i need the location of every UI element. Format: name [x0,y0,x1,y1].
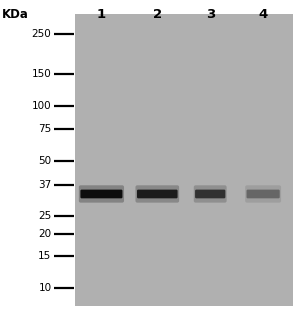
Text: 15: 15 [38,252,51,261]
FancyBboxPatch shape [136,185,179,203]
FancyBboxPatch shape [137,190,178,198]
Text: 100: 100 [32,101,51,111]
FancyBboxPatch shape [79,185,124,203]
Text: 1: 1 [97,8,106,21]
Text: 75: 75 [38,124,51,134]
Text: KDa: KDa [1,8,28,21]
Text: 4: 4 [258,8,268,21]
Bar [75,14,293,306]
Text: 3: 3 [206,8,215,21]
FancyBboxPatch shape [194,185,227,203]
Text: 50: 50 [38,156,51,166]
FancyBboxPatch shape [245,185,281,203]
Text: 150: 150 [32,69,51,79]
FancyBboxPatch shape [80,190,122,198]
Text: 10: 10 [38,284,51,294]
FancyBboxPatch shape [246,190,280,198]
Text: 25: 25 [38,211,51,221]
Text: 250: 250 [32,29,51,39]
Text: 2: 2 [153,8,162,21]
Text: 20: 20 [38,229,51,239]
FancyBboxPatch shape [195,190,225,198]
Text: 37: 37 [38,180,51,190]
